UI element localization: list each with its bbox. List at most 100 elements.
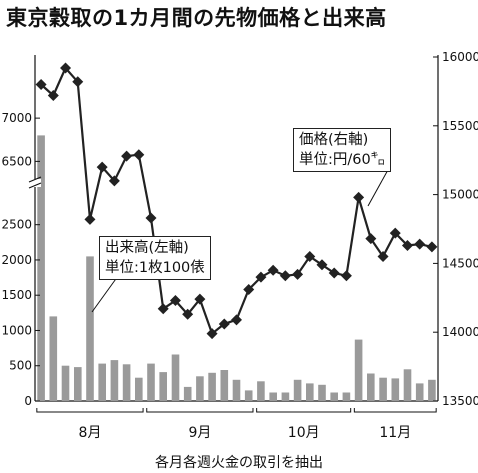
price-point: [218, 318, 230, 330]
volume-bar: [379, 377, 387, 401]
month-label: 9月: [188, 425, 211, 441]
chart-title: 東京穀取の1カ月間の先物価格と出来高: [6, 6, 387, 30]
volume-bar: [367, 373, 375, 401]
volume-bar: [391, 378, 400, 401]
volume-bar: [159, 372, 167, 401]
volume-callout: 出来高(左軸) 単位:1枚100俵: [99, 236, 211, 280]
volume-bar: [37, 135, 45, 401]
volume-bar: [220, 370, 229, 401]
volume-bar: [244, 390, 253, 401]
volume-bar: [354, 339, 363, 401]
price-line: [35, 62, 438, 340]
price-point: [194, 293, 206, 305]
price-unit-label: 単位:円/60㌔: [299, 152, 386, 168]
volume-bar: [171, 354, 180, 401]
price-point: [414, 238, 426, 250]
price-point: [169, 295, 181, 307]
right-tick-label: 13500: [442, 394, 478, 408]
price-point: [377, 251, 389, 263]
price-point: [328, 267, 340, 279]
price-point: [243, 284, 255, 296]
volume-callout-pointer: [91, 275, 119, 313]
price-point: [365, 233, 377, 245]
volume-bar: [61, 365, 70, 401]
price-point: [60, 62, 72, 74]
volume-bar: [403, 369, 412, 401]
volume-bar: [342, 392, 351, 401]
price-point: [292, 268, 304, 280]
month-label: 11月: [379, 425, 411, 441]
price-point: [108, 175, 120, 187]
price-point: [340, 270, 352, 282]
axis-break-lines: [28, 176, 42, 189]
volume-series-label: 出来高(左軸): [105, 240, 189, 256]
volume-bar: [306, 383, 314, 401]
volume-bar: [281, 392, 290, 401]
price-point: [47, 90, 59, 102]
left-tick-label: 1000: [1, 323, 32, 337]
price-point: [426, 241, 438, 253]
price-point: [401, 240, 413, 252]
volume-bar: [49, 316, 58, 401]
volume-bar: [135, 377, 143, 401]
left-tick-label: 6500: [1, 154, 32, 168]
price-point: [84, 213, 96, 225]
price-point: [255, 271, 267, 283]
volume-bar: [110, 360, 119, 401]
month-bracket: [36, 408, 144, 413]
volume-bar: [318, 384, 326, 401]
price-point: [267, 264, 279, 276]
volume-bar: [232, 379, 241, 401]
volume-bar: [293, 379, 302, 401]
volume-bar: [208, 372, 216, 401]
price-point: [316, 259, 328, 271]
price-point: [133, 149, 145, 161]
left-tick-label: 1500: [1, 288, 32, 302]
volume-bar: [428, 379, 436, 401]
volume-bar: [415, 383, 424, 401]
month-label: 10月: [288, 425, 320, 441]
price-point: [96, 161, 108, 173]
price-point: [206, 328, 218, 340]
volume-bars: [37, 135, 436, 401]
price-point: [157, 303, 169, 315]
price-series-line: [40, 65, 433, 336]
volume-unit-label: 単位:1枚100俵: [105, 260, 205, 276]
left-tick-label: 7000: [1, 111, 32, 125]
month-labels: 8月 9月 10月 11月: [36, 408, 437, 441]
month-bracket: [353, 408, 437, 413]
right-tick-label: 15000: [442, 188, 478, 202]
left-axis-ticks: 0 500 1000 1500 2000 2500 6500 7000: [1, 111, 40, 408]
right-tick-label: 16000: [442, 50, 478, 64]
price-callout-pointer: [367, 167, 390, 207]
volume-bar: [269, 392, 277, 401]
month-label: 8月: [79, 425, 102, 441]
price-point: [121, 150, 133, 162]
left-tick-label: 2000: [1, 253, 32, 267]
price-point: [145, 212, 157, 224]
price-point: [279, 270, 291, 282]
volume-bar: [330, 392, 338, 401]
volume-bar: [74, 367, 82, 401]
volume-bar: [86, 256, 94, 401]
left-tick-label: 2500: [1, 218, 32, 232]
volume-bar: [147, 363, 155, 401]
right-axis-ticks: 13500 14000 14500 15000 15500 16000: [433, 50, 478, 408]
volume-bar: [122, 364, 131, 401]
volume-bar: [183, 386, 192, 401]
price-point: [231, 314, 242, 326]
volume-bar: [257, 381, 265, 401]
right-tick-label: 14000: [442, 325, 478, 339]
axis-break-gap: [29, 179, 41, 187]
right-tick-label: 14500: [442, 256, 478, 270]
volume-bar: [98, 363, 106, 401]
price-point: [182, 308, 194, 320]
left-tick-label: 500: [9, 359, 32, 373]
price-point: [304, 251, 316, 263]
price-point: [353, 191, 365, 203]
chart-footnote: 各月各週火金の取引を抽出: [155, 455, 323, 471]
left-tick-label: 0: [24, 394, 32, 408]
price-point: [35, 79, 47, 91]
month-bracket: [256, 408, 352, 413]
